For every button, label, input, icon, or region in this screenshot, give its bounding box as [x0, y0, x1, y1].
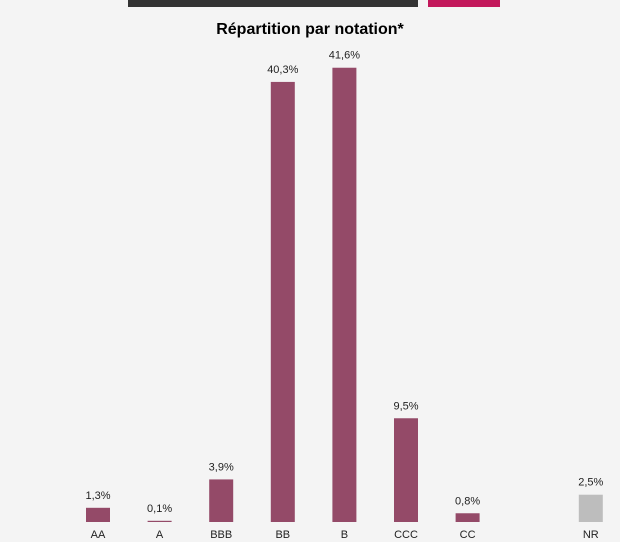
data-label-a: 0,1% [147, 503, 172, 515]
data-label-cc: 0,8% [455, 495, 480, 507]
cropped-heading-fragment [128, 0, 500, 7]
x-tick-ccc: CCC [394, 529, 418, 541]
x-tick-b: B [341, 529, 348, 541]
value-labels-group: 1,3% 0,1% 3,9% 40,3% 41,6% 9,5% 0,8% 2,5% [85, 50, 603, 515]
bar-nr [578, 494, 603, 522]
x-tick-a: A [156, 529, 164, 541]
x-tick-bb: BB [275, 529, 290, 541]
bar-aa [86, 507, 110, 522]
bar-a [147, 520, 172, 522]
data-label-aa: 1,3% [85, 490, 110, 502]
x-tick-bbb: BBB [210, 529, 232, 541]
x-tick-nr: NR [583, 529, 599, 541]
data-label-ccc: 9,5% [393, 400, 418, 412]
x-tick-cc: CC [460, 529, 476, 541]
bar-bbb [209, 479, 234, 522]
bar-bb [270, 81, 295, 522]
bar-b [332, 67, 357, 522]
cropped-heading-dark-text [128, 0, 418, 7]
data-label-nr: 2,5% [578, 477, 603, 489]
data-label-b: 41,6% [329, 50, 360, 62]
data-label-bbb: 3,9% [209, 461, 234, 473]
data-label-bb: 40,3% [267, 64, 298, 76]
bar-ccc [394, 418, 418, 522]
x-tick-aa: AA [91, 529, 106, 541]
cropped-heading-pink-text [428, 0, 500, 7]
bar-cc [455, 513, 480, 522]
x-tick-labels-group: AA A BBB BB B CCC CC NR [91, 529, 599, 541]
bars-group [86, 67, 603, 522]
chart-title: Répartition par notation* [216, 21, 404, 38]
